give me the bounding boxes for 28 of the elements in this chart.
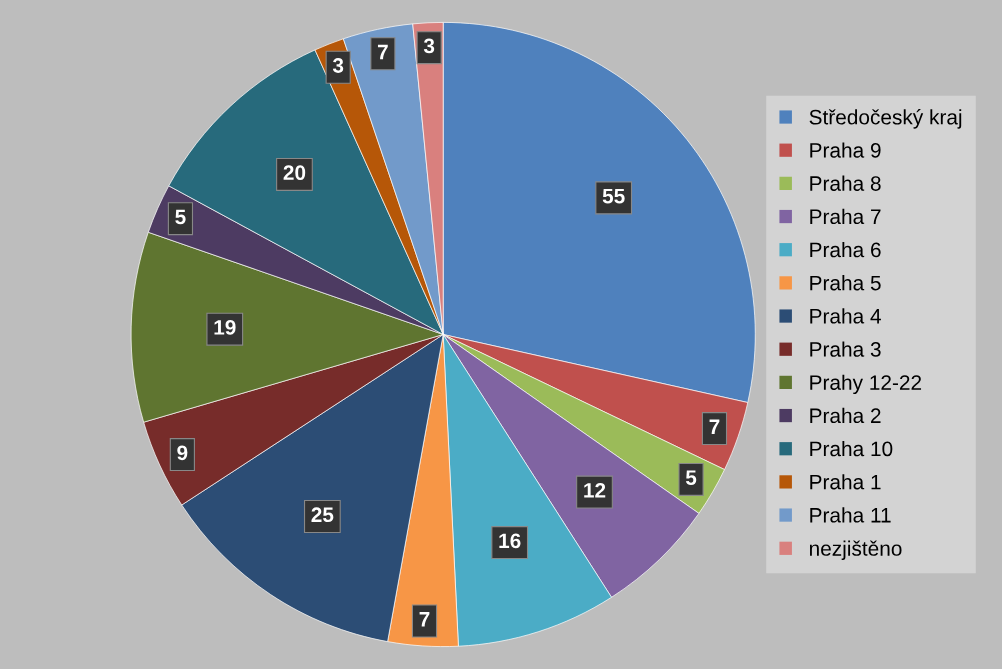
- legend-label: Středočeský kraj: [809, 109, 962, 129]
- legend-label: Praha 5: [810, 275, 881, 291]
- legend-label: Praha 7: [810, 208, 881, 225]
- data-label: 7: [419, 612, 430, 627]
- legend-label: Praha 2: [810, 407, 881, 424]
- legend-label: nezjištěno: [809, 540, 902, 560]
- legend-label: Prahy 12-22: [810, 374, 922, 395]
- legend-label: Praha 3: [810, 341, 881, 357]
- data-label: 7: [377, 44, 388, 60]
- data-label: 5: [685, 470, 697, 485]
- legend-label: Praha 10: [810, 440, 893, 457]
- data-label: 3: [332, 58, 344, 73]
- data-label: 25: [311, 507, 334, 523]
- data-label: 3: [423, 38, 435, 54]
- data-label: 20: [283, 165, 306, 181]
- legend-label: Praha 11: [810, 507, 891, 523]
- legend-label: Praha 4: [810, 308, 881, 324]
- data-label: 5: [175, 209, 186, 225]
- data-label: 19: [214, 320, 236, 335]
- legend-label: Praha 6: [810, 241, 881, 258]
- data-label: 7: [709, 419, 720, 434]
- data-label: 9: [177, 445, 188, 461]
- legend-label: Praha 8: [810, 175, 881, 191]
- legend-label: Praha 9: [810, 142, 881, 158]
- data-label: 55: [602, 188, 625, 204]
- data-label: 16: [499, 533, 521, 549]
- data-label: 12: [584, 482, 606, 498]
- legend-label: Praha 1: [810, 474, 881, 490]
